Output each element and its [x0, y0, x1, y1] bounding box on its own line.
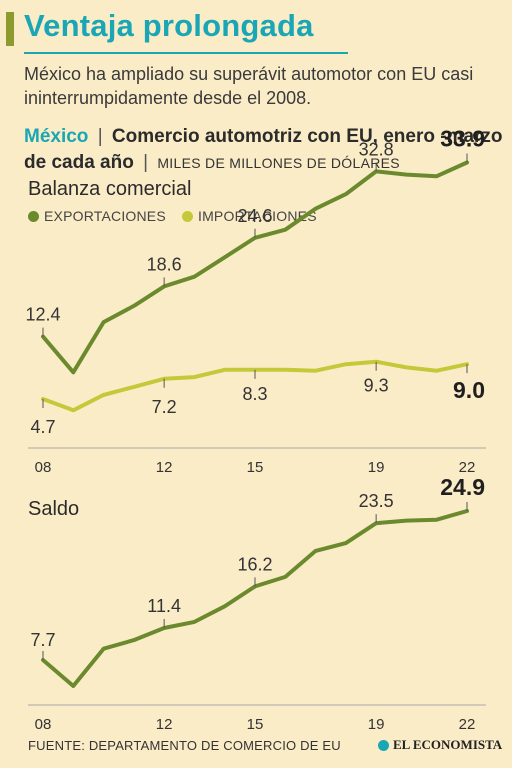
data-point — [404, 519, 408, 523]
data-label: 9.0 — [453, 377, 485, 403]
data-label: 23.5 — [359, 491, 394, 511]
x-tick-label: 15 — [247, 716, 264, 733]
x-tick-label: 22 — [459, 716, 476, 733]
series-line-exportaciones — [41, 160, 469, 375]
data-point — [435, 369, 439, 373]
data-point — [192, 275, 196, 279]
x-tick-label: 22 — [459, 459, 476, 476]
data-point — [435, 174, 439, 178]
data-point — [132, 304, 136, 308]
data-label: 18.6 — [147, 254, 182, 274]
units-label: MILES DE MILLONES DE DÓLARES — [157, 155, 400, 171]
data-point — [223, 368, 227, 372]
x-tick-label: 08 — [35, 459, 52, 476]
data-label: 8.3 — [242, 384, 267, 404]
country-label: México — [24, 126, 89, 147]
header-separator: | — [97, 126, 103, 147]
imports-swatch — [181, 210, 193, 222]
series-line-importaciones — [41, 359, 469, 413]
data-point — [283, 228, 287, 232]
series-line-saldo — [41, 509, 469, 688]
balanza-section-title: Balanza comercial — [28, 178, 192, 200]
data-point — [102, 320, 106, 324]
data-label: 4.7 — [30, 417, 55, 437]
data-point — [192, 375, 196, 379]
exports-swatch — [28, 210, 39, 222]
data-point — [132, 638, 136, 642]
data-label: 32.8 — [359, 139, 394, 159]
brand: EL ECONOMISTA — [378, 737, 502, 753]
data-point — [223, 604, 227, 608]
brand-logo-icon — [378, 739, 389, 751]
x-tick-label: 12 — [156, 459, 173, 476]
chart-title: Comercio automotriz con EU, enero -marzo… — [24, 126, 503, 173]
header-separator-2: | — [143, 152, 149, 173]
data-point — [314, 549, 318, 553]
x-tick-label: 08 — [35, 716, 52, 733]
data-point — [102, 393, 106, 397]
data-point — [223, 255, 227, 259]
legend: EXPORTACIONES IMPORTACIONES — [28, 208, 329, 225]
data-label: 11.4 — [147, 596, 181, 616]
data-point — [344, 541, 348, 545]
data-point — [71, 408, 75, 412]
source-note: FUENTE: DEPARTAMENTO DE COMERCIO DE EU — [28, 738, 341, 753]
x-tick-label: 19 — [368, 716, 385, 733]
data-point — [71, 684, 75, 688]
data-point — [192, 620, 196, 624]
data-point — [404, 173, 408, 177]
data-label: 24.9 — [440, 474, 485, 500]
data-point — [314, 207, 318, 211]
title-accent-bar — [6, 12, 14, 46]
brand-name: EL ECONOMISTA — [393, 737, 503, 752]
data-point — [283, 368, 287, 372]
data-label: 7.2 — [152, 397, 177, 417]
data-point — [344, 362, 348, 366]
data-label: 7.7 — [30, 630, 55, 650]
data-label: 9.3 — [364, 376, 389, 396]
saldo-section-title: Saldo — [28, 498, 80, 520]
data-point — [344, 192, 348, 196]
data-point — [435, 518, 439, 522]
data-point — [71, 370, 75, 374]
data-label: 24.6 — [237, 206, 272, 226]
x-tick-label: 15 — [247, 459, 264, 476]
legend-item-imports: IMPORTACIONES — [181, 208, 317, 224]
legend-label-exports: EXPORTACIONES — [44, 208, 166, 224]
page-subtitle: México ha ampliado su superávit automoto… — [24, 64, 474, 108]
data-label: 12.4 — [25, 305, 60, 325]
x-tick-label: 12 — [156, 716, 173, 733]
data-label: 16.2 — [237, 554, 272, 574]
page-title: Ventaja prolongada — [24, 8, 314, 43]
x-tick-label: 19 — [368, 459, 385, 476]
data-point — [404, 365, 408, 369]
data-point — [314, 369, 318, 373]
legend-item-exports: EXPORTACIONES — [28, 208, 166, 224]
data-point — [283, 575, 287, 579]
data-label: 33.9 — [440, 125, 485, 151]
data-point — [132, 385, 136, 389]
chart-header: México | Comercio automotriz con EU, ene… — [24, 124, 504, 176]
data-point — [102, 647, 106, 651]
legend-label-imports: IMPORTACIONES — [197, 208, 317, 224]
title-underline — [24, 52, 348, 54]
